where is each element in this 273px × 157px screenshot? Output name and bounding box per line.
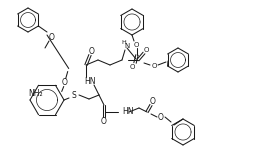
Text: O: O (49, 33, 55, 43)
Text: H: H (122, 40, 126, 44)
Text: O: O (62, 78, 68, 87)
Text: O: O (101, 117, 107, 127)
Text: NH₂: NH₂ (28, 89, 43, 98)
Text: O: O (143, 47, 149, 53)
Text: O: O (151, 63, 157, 69)
Text: N: N (124, 43, 130, 49)
Text: O: O (158, 113, 164, 122)
Text: HN: HN (84, 78, 96, 87)
Text: HN: HN (122, 108, 133, 116)
Text: O: O (133, 42, 139, 48)
Text: O: O (89, 46, 95, 56)
Text: S: S (72, 92, 76, 100)
Text: O: O (129, 64, 135, 70)
Text: O: O (150, 97, 156, 106)
